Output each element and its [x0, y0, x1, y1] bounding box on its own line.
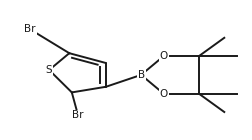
Text: O: O [160, 89, 168, 99]
Text: Br: Br [24, 24, 36, 34]
Text: S: S [46, 65, 52, 75]
Text: Br: Br [72, 110, 84, 121]
Text: O: O [160, 51, 168, 61]
Text: B: B [138, 70, 145, 80]
